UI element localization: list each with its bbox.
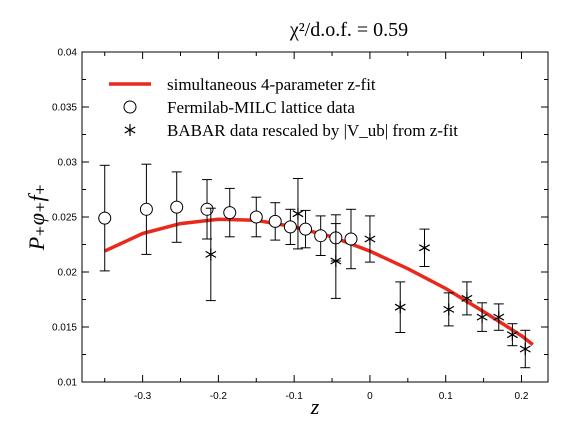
y-tick-label: 0.015 — [52, 323, 77, 334]
legend-babar-swatch — [124, 124, 136, 136]
babar-point — [506, 328, 518, 341]
legend-lattice-swatch — [123, 100, 137, 114]
lattice-point — [344, 232, 358, 246]
x-tick-label: 0.2 — [515, 391, 529, 402]
babar-point — [461, 292, 473, 305]
x-axis-label: z — [310, 394, 320, 419]
y-tick-label: 0.03 — [58, 158, 78, 169]
x-tick-label: 0.1 — [439, 391, 453, 402]
babar-point — [205, 248, 217, 261]
babar-point — [292, 207, 304, 220]
x-tick-label: -0.2 — [210, 391, 228, 402]
lattice-point — [170, 200, 184, 214]
babar-point — [476, 311, 488, 324]
lattice-point — [249, 210, 263, 224]
lattice-point — [98, 211, 112, 225]
legend-fit-label: simultaneous 4-parameter z-fit — [167, 75, 376, 94]
x-tick-label: 0 — [367, 391, 373, 402]
legend-asterisk-mark — [124, 124, 136, 136]
points-group — [98, 163, 531, 369]
lattice-point — [283, 220, 297, 234]
y-tick-label: 0.02 — [58, 268, 78, 279]
y-axis-label: P₊φ₊f₊ — [24, 184, 49, 252]
legend-babar-label: BABAR data rescaled by |V_ub| from z-fit — [167, 121, 458, 140]
babar-point — [394, 301, 406, 314]
x-tick-label: -0.1 — [286, 391, 304, 402]
lattice-point — [200, 202, 214, 216]
chart-title: χ²/d.o.f. = 0.59 — [289, 19, 408, 41]
x-tick-label: -0.3 — [134, 391, 152, 402]
babar-point — [493, 311, 505, 324]
y-tick-label: 0.025 — [52, 213, 77, 224]
babar-point — [364, 233, 376, 245]
tick-group: -0.3 -0.2 -0.1 0 0.1 0.2 0.01 0.015 0.02 0.025 0.0… — [52, 48, 548, 402]
legend: simultaneous 4-parameter z-fit Fermilab-… — [109, 75, 458, 140]
y-tick-label: 0.035 — [52, 103, 77, 114]
lattice-point — [223, 206, 237, 220]
lattice-point — [299, 222, 313, 236]
lattice-point — [314, 229, 328, 243]
y-tick-label: 0.04 — [58, 48, 78, 59]
babar-point — [418, 241, 430, 254]
babar-point — [330, 255, 342, 267]
lattice-point — [268, 214, 282, 228]
lattice-point — [139, 202, 153, 216]
y-tick-label: 0.01 — [58, 378, 78, 389]
babar-point — [443, 303, 455, 316]
babar-point — [519, 343, 531, 355]
legend-lattice-label: Fermilab-MILC lattice data — [167, 98, 355, 117]
